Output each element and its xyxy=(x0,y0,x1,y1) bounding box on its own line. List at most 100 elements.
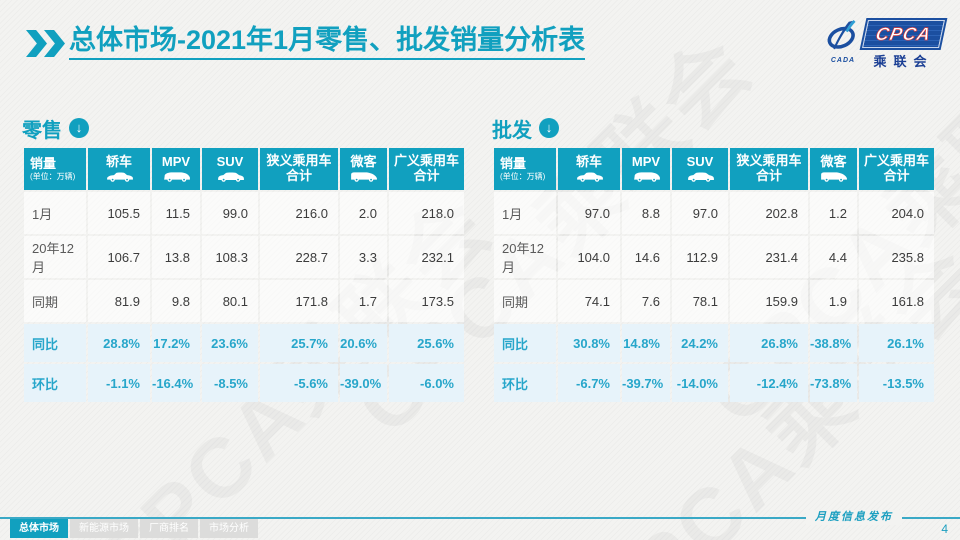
cpca-acronym: CPCA xyxy=(873,24,934,45)
cell-value: -13.5% xyxy=(859,364,934,402)
cpca-logo: CADA CPCA 乘联会 xyxy=(825,18,948,70)
cell-value: 81.9 xyxy=(88,280,150,322)
page-title-rest: -2021年1月零售、批发销量分析表 xyxy=(177,25,586,55)
page-title: 总体市场-2021年1月零售、批发销量分析表 xyxy=(69,24,586,61)
row-label: 1月 xyxy=(24,192,86,234)
footer-divider xyxy=(0,517,960,519)
cell-value: 99.0 xyxy=(202,192,258,234)
cell-value: 26.1% xyxy=(859,324,934,362)
cell-value: -38.8% xyxy=(810,324,857,362)
row-label: 同比 xyxy=(494,324,556,362)
footer-tabs: 总体市场 新能源市场 厂商排名 市场分析 xyxy=(10,519,258,538)
cell-value: 104.0 xyxy=(558,236,620,278)
cada-label: CADA xyxy=(830,57,856,64)
cell-value: 17.2% xyxy=(152,324,200,362)
row-label: 20年12月 xyxy=(494,236,556,278)
suv-icon xyxy=(673,171,727,183)
cell-value: 1.2 xyxy=(810,192,857,234)
cell-value: 235.8 xyxy=(859,236,934,278)
cell-value: 171.8 xyxy=(260,280,338,322)
table-row: 20年12月 106.7 13.8 108.3 228.7 3.3 232.1 xyxy=(24,236,464,278)
header-row: 销量 (单位：万辆) 轿车 MPV SUV 狭义乘用车 合计 微客 广义乘用车 合计 xyxy=(24,148,464,190)
mpv-icon xyxy=(623,171,669,183)
column-header: 狭义乘用车 合计 xyxy=(260,148,338,190)
wholesale-table-container: 销量 (单位：万辆) 轿车 MPV SUV 狭义乘用车 合计 微客 广义乘用车 合计 1月 97.0 8… xyxy=(492,146,936,404)
cell-value: -1.1% xyxy=(88,364,150,402)
tab-overall-market[interactable]: 总体市场 xyxy=(10,519,68,538)
chevron-icon xyxy=(26,30,47,57)
cell-value: 97.0 xyxy=(672,192,728,234)
column-header: 广义乘用车 合计 xyxy=(859,148,934,190)
cell-value: -73.8% xyxy=(810,364,857,402)
cell-value: 231.4 xyxy=(730,236,808,278)
cpca-chinese-name: 乘联会 xyxy=(873,54,934,69)
sedan-icon xyxy=(89,171,149,183)
cell-value: 78.1 xyxy=(672,280,728,322)
page-number: 4 xyxy=(941,522,948,536)
table-row: 环比 -1.1% -16.4% -8.5% -5.6% -39.0% -6.0% xyxy=(24,364,464,402)
cell-value: 2.0 xyxy=(340,192,387,234)
table-row: 1月 105.5 11.5 99.0 216.0 2.0 218.0 xyxy=(24,192,464,234)
sales-table: 销量 (单位：万辆) 轿车 MPV SUV 狭义乘用车 合计 微客 广义乘用车 合计 1月 105.5… xyxy=(22,146,466,404)
tab-nev-market[interactable]: 新能源市场 xyxy=(70,519,138,538)
cell-value: 232.1 xyxy=(389,236,464,278)
retail-table-container: 销量 (单位：万辆) 轿车 MPV SUV 狭义乘用车 合计 微客 广义乘用车 合计 1月 105.5… xyxy=(22,146,466,404)
cell-value: -39.0% xyxy=(340,364,387,402)
footer-note: 月度信息发布 xyxy=(806,510,902,525)
cpca-swirl-icon xyxy=(827,19,856,50)
tab-market-analysis[interactable]: 市场分析 xyxy=(200,519,258,538)
row-label: 1月 xyxy=(494,192,556,234)
cell-value: 1.7 xyxy=(340,280,387,322)
row-label: 20年12月 xyxy=(24,236,86,278)
microvan-icon xyxy=(811,171,856,183)
down-arrow-icon: ↓ xyxy=(69,118,89,138)
column-header: 轿车 xyxy=(558,148,620,190)
tab-oem-ranking[interactable]: 厂商排名 xyxy=(140,519,198,538)
cell-value: -6.0% xyxy=(389,364,464,402)
column-header: 轿车 xyxy=(88,148,150,190)
sales-table: 销量 (单位：万辆) 轿车 MPV SUV 狭义乘用车 合计 微客 广义乘用车 合计 1月 97.0 8… xyxy=(492,146,936,404)
cell-value: 4.4 xyxy=(810,236,857,278)
cell-value: 25.6% xyxy=(389,324,464,362)
cell-value: 112.9 xyxy=(672,236,728,278)
wholesale-section-title: 批发 xyxy=(492,119,532,142)
column-header: 广义乘用车 合计 xyxy=(389,148,464,190)
cell-value: 80.1 xyxy=(202,280,258,322)
cell-value: 3.3 xyxy=(340,236,387,278)
table-row: 同比 28.8% 17.2% 23.6% 25.7% 20.6% 25.6% xyxy=(24,324,464,362)
cell-value: -14.0% xyxy=(672,364,728,402)
table-row: 环比 -6.7% -39.7% -14.0% -12.4% -73.8% -13.5% xyxy=(494,364,934,402)
cell-value: -5.6% xyxy=(260,364,338,402)
cell-value: 173.5 xyxy=(389,280,464,322)
row-label: 同期 xyxy=(24,280,86,322)
cell-value: 9.8 xyxy=(152,280,200,322)
cell-value: 228.7 xyxy=(260,236,338,278)
row-label: 环比 xyxy=(494,364,556,402)
row-label: 同期 xyxy=(494,280,556,322)
cell-value: 202.8 xyxy=(730,192,808,234)
header-row: 销量 (单位：万辆) 轿车 MPV SUV 狭义乘用车 合计 微客 广义乘用车 合计 xyxy=(494,148,934,190)
cell-value: 30.8% xyxy=(558,324,620,362)
page-title-section: 总体市场 xyxy=(69,25,177,55)
cell-value: 26.8% xyxy=(730,324,808,362)
cell-value: 161.8 xyxy=(859,280,934,322)
column-header: 微客 xyxy=(810,148,857,190)
table-row: 同期 81.9 9.8 80.1 171.8 1.7 173.5 xyxy=(24,280,464,322)
column-header: MPV xyxy=(622,148,670,190)
cell-value: -8.5% xyxy=(202,364,258,402)
cell-value: 20.6% xyxy=(340,324,387,362)
cell-value: -39.7% xyxy=(622,364,670,402)
cell-value: 24.2% xyxy=(672,324,728,362)
retail-section-title: 零售 xyxy=(22,119,62,142)
column-header: 销量 (单位：万辆) xyxy=(494,148,556,190)
column-header: 销量 (单位：万辆) xyxy=(24,148,86,190)
table-row: 同期 74.1 7.6 78.1 159.9 1.9 161.8 xyxy=(494,280,934,322)
column-header: SUV xyxy=(672,148,728,190)
retail-panel: 零售 ↓ 销量 (单位：万辆) 轿车 MPV SUV 狭义乘用车 合计 微客 广义乘用车 合计 1月… xyxy=(22,115,466,404)
cell-value: 218.0 xyxy=(389,192,464,234)
microvan-icon xyxy=(341,171,386,183)
cell-value: 216.0 xyxy=(260,192,338,234)
chevron-icon xyxy=(44,30,65,57)
cell-value: 74.1 xyxy=(558,280,620,322)
table-row: 20年12月 104.0 14.6 112.9 231.4 4.4 235.8 xyxy=(494,236,934,278)
